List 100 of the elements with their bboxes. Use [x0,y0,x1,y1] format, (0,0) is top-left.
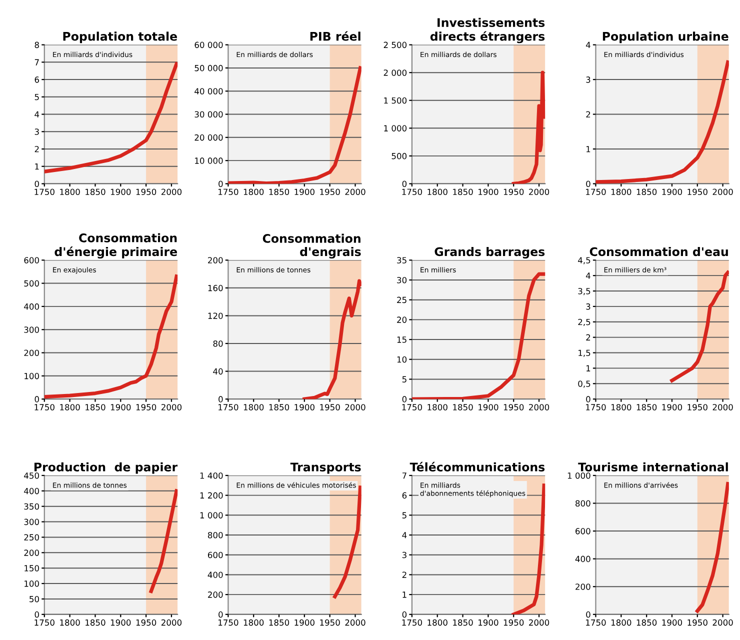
chart-title: PIB réel [310,31,360,41]
x-tick-label: 1900 [110,188,131,196]
y-tick-label: 0 [218,180,223,188]
y-tick-label: 7 [402,472,406,479]
x-tick-label: 1800 [244,188,264,196]
chart-title: Grands barrages [434,247,545,259]
x-tick-label: 2000 [529,404,550,410]
y-tick-label: 2 [402,572,406,578]
line-series [149,489,178,594]
x-tick-label: 1900 [110,404,131,410]
x-tick-label: 2000 [161,619,182,626]
chart-title: Consommation d'énergie primaire [54,233,177,259]
y-tick-label: 150 [24,565,39,572]
x-tick-label: 1800 [611,188,632,196]
y-tick-label: 200 [208,257,223,264]
y-tick-label: 5 [402,512,406,518]
y-tick-label: 4,5 [578,257,590,264]
y-tick-label: 400 [24,488,39,494]
y-tick-label: 3 [34,128,39,135]
x-tick-label: 1950 [504,619,524,626]
y-tick-label: 600 [208,552,223,558]
y-tick-label: 0 [34,611,39,618]
x-tick-label: 1850 [86,188,106,196]
x-tick-label: 1750 [402,404,422,410]
x-tick-label: 1750 [34,404,54,410]
y-tick-label: 800 [576,500,590,507]
chart-title: Transports [290,462,361,474]
y-tick-label: 3 [586,76,590,83]
x-tick-label: 1850 [269,404,290,410]
y-tick-label: 7 [34,59,39,66]
y-tick-label: 20 [397,316,407,323]
x-tick-label: 1750 [402,619,422,626]
line-series [302,279,362,400]
x-tick-label: 1950 [504,404,524,410]
y-tick-label: 2,5 [578,318,590,326]
y-tick-label: 120 [208,312,223,319]
chart-title: Investissements directs étrangers [430,18,545,44]
x-tick-label: 1850 [453,404,473,410]
y-tick-label: 0 [34,180,39,188]
x-tick-label: 1850 [636,188,657,196]
chart-title: Population urbaine [602,32,728,44]
x-tick-label: 1750 [586,404,606,410]
x-tick-label: 2000 [712,619,733,626]
y-tick-label: 2 [34,146,39,152]
x-tick-label: 2000 [712,188,733,196]
y-tick-label: 1 400 [200,472,223,479]
x-tick-label: 1900 [478,404,498,410]
y-tick-label: 2 [586,111,590,118]
y-tick-label: 160 [208,284,223,292]
x-tick-label: 1750 [34,188,54,196]
y-tick-label: 0 [218,396,223,402]
y-tick-label: 1 000 [568,472,590,479]
y-tick-label: 4 [586,42,590,48]
y-tick-label: 5 [402,376,406,382]
chart-title: Population totale [63,32,177,44]
line-series [512,70,546,184]
y-tick-label: 40 000 [194,88,223,94]
x-tick-label: 1750 [34,619,54,626]
x-tick-label: 1950 [320,619,340,626]
y-tick-label: 400 [24,303,39,310]
y-tick-label: 0 [34,396,39,402]
x-tick-label: 1950 [136,619,156,626]
y-tick-label: 100 [24,580,39,587]
y-tick-label: 200 [24,350,39,356]
x-tick-label: 1800 [60,619,80,626]
y-tick-label: 0 [586,180,590,188]
y-tick-label: 500 [392,152,407,160]
line-series [44,62,178,174]
y-tick-label: 3 [586,303,590,310]
x-tick-label: 1850 [269,619,290,626]
chart-title: Télécommunications [410,462,545,472]
y-tick-label: 0 [402,611,407,618]
y-tick-label: 1,5 [578,350,590,357]
y-tick-label: 20 000 [194,134,223,141]
x-tick-label: 1900 [662,404,682,410]
y-tick-label: 5 [34,94,39,100]
x-tick-label: 1850 [453,188,473,196]
x-tick-label: 1800 [244,619,264,626]
x-tick-label: 2000 [529,188,550,196]
x-tick-label: 1950 [688,404,708,410]
x-tick-label: 1850 [86,404,106,410]
y-tick-label: 2 000 [384,70,407,76]
x-tick-label: 1900 [478,188,498,196]
x-tick-label: 1900 [662,619,682,626]
y-tick-label: 0,5 [578,380,590,388]
y-tick-label: 1 [586,365,590,372]
x-tick-label: 1850 [269,188,290,196]
y-tick-label: 10 [397,356,407,363]
chart-title: Consommation d'eau [590,247,728,256]
x-tick-label: 1850 [453,619,473,626]
x-tick-label: 1950 [136,404,156,410]
x-tick-label: 2000 [529,619,550,626]
y-tick-label: 600 [24,257,39,264]
y-tick-label: 30 [397,276,407,284]
y-tick-label: 400 [575,556,590,562]
y-tick-label: 4 [586,272,590,279]
x-tick-label: 1750 [218,404,238,410]
x-tick-label: 1950 [504,188,524,196]
x-tick-label: 2000 [345,404,366,410]
x-tick-label: 1850 [636,619,657,626]
